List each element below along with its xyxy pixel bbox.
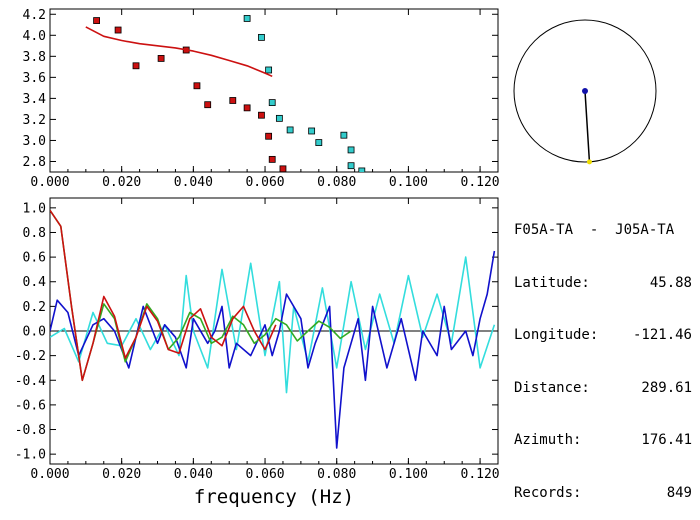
coherency-ytick-label: 0.6 bbox=[23, 251, 46, 266]
dispersion-ytick-label: 2.8 bbox=[23, 155, 46, 170]
coherency-marks bbox=[50, 209, 498, 449]
dispersion-ytick-label: 3.2 bbox=[23, 113, 46, 128]
dispersion-ytick-label: 3.0 bbox=[23, 134, 46, 149]
coherency-series-line-2 bbox=[50, 209, 352, 382]
info-label: Azimuth: bbox=[514, 432, 582, 448]
dispersion-series-line-2 bbox=[85, 26, 273, 78]
info-label: Distance: bbox=[514, 379, 590, 396]
dispersion-point bbox=[268, 99, 276, 106]
dispersion-point bbox=[279, 165, 287, 172]
coherency-xtick-label: 0.080 bbox=[317, 467, 356, 482]
coherency-ytick-label: 1.0 bbox=[23, 201, 46, 216]
coherency-ytick-label: -0.6 bbox=[15, 398, 46, 413]
coherency-xtick-label: 0.100 bbox=[389, 467, 428, 482]
dispersion-xtick-label: 0.060 bbox=[245, 175, 284, 190]
dispersion-point bbox=[315, 139, 323, 146]
dispersion-point bbox=[275, 114, 283, 122]
coherency-ytick-label: -0.2 bbox=[15, 349, 46, 364]
coherency-series-line-0 bbox=[50, 256, 496, 394]
dispersion-xtick-label: 0.100 bbox=[389, 175, 428, 190]
dispersion-panel: 0.000 0.020 0.040 0.060 0.080 0.100 0.120 2.8 3.… bbox=[23, 8, 500, 190]
azimuth-map bbox=[513, 19, 657, 165]
coherency-ytick-label: 0.4 bbox=[23, 275, 47, 290]
coherency-xtick-label: 0.020 bbox=[102, 467, 141, 482]
coherency-ytick-label: -0.8 bbox=[15, 423, 46, 438]
azimuth-path-line bbox=[584, 90, 591, 162]
dispersion-point bbox=[193, 82, 201, 90]
info-label: Latitude: bbox=[514, 274, 590, 291]
info-label: Longitude: bbox=[514, 327, 599, 343]
dispersion-point bbox=[268, 155, 276, 163]
dispersion-point bbox=[258, 33, 265, 41]
info-row-distance: Distance: 289.61 bbox=[514, 380, 692, 398]
dispersion-point bbox=[258, 111, 265, 119]
dispersion-point bbox=[265, 66, 273, 74]
info-value: 45.88 bbox=[649, 274, 692, 291]
station-info: F05A-TA - J05A-TA Latitude: 45.88 Longitu… bbox=[514, 187, 692, 520]
dispersion-ytick-label: 3.6 bbox=[23, 71, 46, 86]
info-row-azimuth: Azimuth: 176.41 bbox=[514, 432, 692, 450]
dispersion-point bbox=[265, 132, 273, 140]
dispersion-xtick-label: 0.120 bbox=[461, 175, 500, 190]
info-label: Records: bbox=[514, 484, 582, 501]
coherency-ytick-label: 0.2 bbox=[23, 300, 46, 315]
dispersion-point bbox=[243, 104, 251, 112]
coherency-ytick-label: 0.8 bbox=[23, 226, 46, 241]
coherency-xtick-label: 0.060 bbox=[245, 467, 284, 482]
info-value: -121.46 bbox=[632, 327, 692, 343]
dispersion-ytick-label: 3.8 bbox=[23, 50, 46, 65]
dispersion-point bbox=[358, 167, 366, 172]
dispersion-xtick-label: 0.020 bbox=[102, 175, 141, 190]
coherency-ticks: 0.000 0.020 0.040 0.060 0.080 0.100 0.120 -1.0 -… bbox=[15, 198, 500, 482]
dispersion-point bbox=[308, 127, 316, 135]
info-value: 176.41 bbox=[641, 432, 692, 448]
dispersion-ytick-label: 4.2 bbox=[23, 8, 46, 23]
coherency-panel: 0.000 0.020 0.040 0.060 0.080 0.100 0.120 -1.0 -… bbox=[15, 197, 500, 508]
source-marker bbox=[586, 159, 592, 165]
coherency-ytick-label: -0.4 bbox=[15, 374, 46, 389]
dispersion-point bbox=[93, 17, 100, 24]
coherency-ytick-label: 0.0 bbox=[23, 325, 46, 340]
station-marker bbox=[582, 88, 588, 94]
dispersion-point bbox=[243, 15, 251, 22]
dispersion-xtick-label: 0.080 bbox=[317, 175, 356, 190]
dispersion-ytick-label: 4.0 bbox=[23, 29, 46, 44]
info-row-records: Records: 849 bbox=[514, 485, 692, 503]
coherency-series-line-3 bbox=[50, 209, 277, 382]
station-pair-title: F05A-TA - J05A-TA bbox=[514, 222, 675, 238]
coherency-xtick-label: 0.000 bbox=[30, 467, 69, 482]
dispersion-point bbox=[229, 97, 237, 104]
coherency-series-line-1 bbox=[50, 250, 496, 449]
dispersion-point bbox=[286, 126, 294, 134]
info-row-latitude: Latitude: 45.88 bbox=[514, 275, 692, 293]
dispersion-xtick-label: 0.040 bbox=[174, 175, 213, 190]
dispersion-point bbox=[340, 131, 348, 139]
dispersion-point bbox=[114, 26, 122, 34]
dispersion-marks bbox=[85, 15, 366, 172]
dispersion-point bbox=[347, 162, 355, 170]
info-row-longitude: Longitude: -121.46 bbox=[514, 327, 692, 345]
coherency-ytick-label: -1.0 bbox=[15, 448, 46, 463]
coherency-xtick-label: 0.120 bbox=[461, 467, 500, 482]
dispersion-point bbox=[157, 55, 165, 62]
info-value: 849 bbox=[666, 484, 692, 501]
azimuth-circle bbox=[513, 19, 657, 163]
dispersion-ytick-label: 3.4 bbox=[23, 92, 47, 107]
dispersion-xtick-label: 0.000 bbox=[30, 175, 69, 190]
dispersion-point bbox=[347, 146, 355, 154]
dispersion-point bbox=[132, 62, 140, 70]
info-value: 289.61 bbox=[641, 379, 692, 396]
x-axis-title: frequency (Hz) bbox=[194, 486, 354, 508]
coherency-xtick-label: 0.040 bbox=[174, 467, 213, 482]
dispersion-ticks: 0.000 0.020 0.040 0.060 0.080 0.100 0.120 2.8 3.… bbox=[23, 8, 500, 190]
dispersion-point bbox=[204, 101, 212, 109]
dispersion-frame bbox=[49, 8, 499, 173]
